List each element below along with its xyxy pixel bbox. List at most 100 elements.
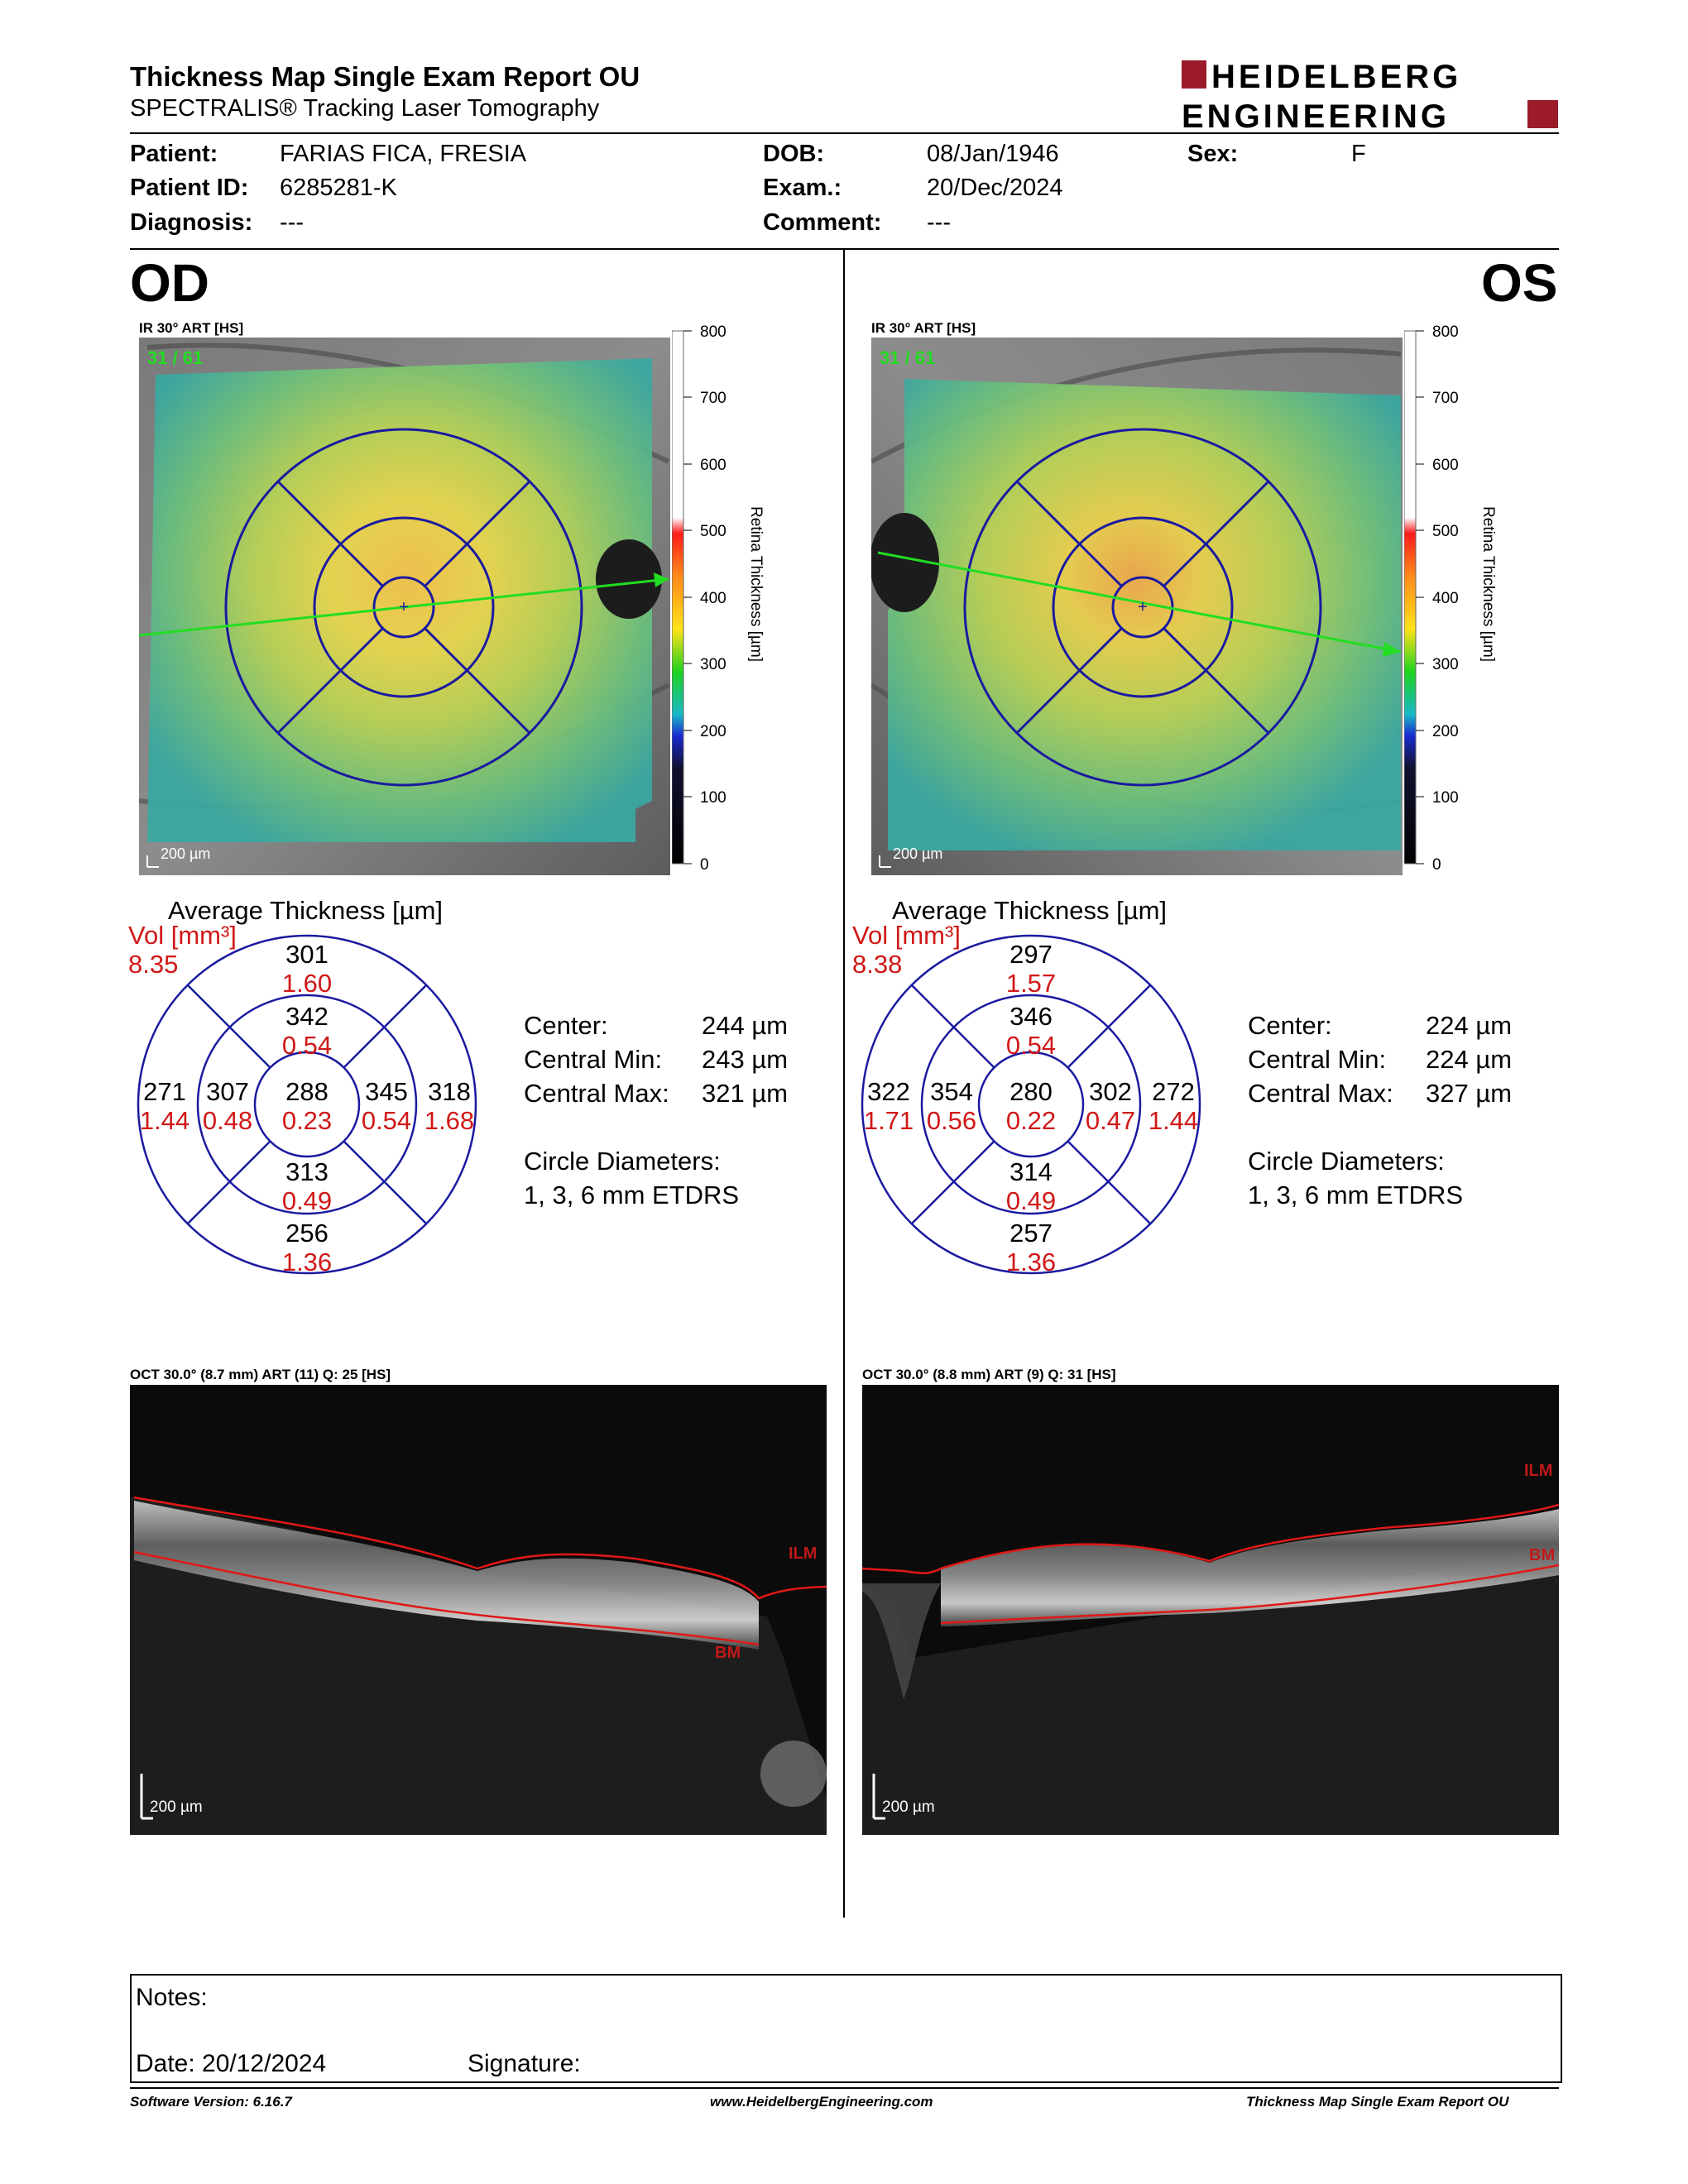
os-center-value: 224 µm [1426,1011,1513,1040]
od-heading: OD [130,253,209,313]
od-outer-left-volume: 1.44 [140,1106,189,1135]
od-circle-diameters-label: Circle Diameters: [524,1147,721,1176]
os-avg-title: Average Thickness [µm] [892,896,1168,925]
od-center-label: Center: [524,1011,608,1040]
os-color-scale: 800 700 600 500 400 300 200 100 0 Retina… [1404,324,1497,874]
od-outer-left-thickness: 271 [143,1077,186,1106]
os-scale-bar: 200 µm [893,845,942,862]
os-oct-label: OCT 30.0° (8.8 mm) ART (9) Q: 31 [HS] [862,1367,1116,1382]
patient-id-label: Patient ID: [130,175,249,201]
scale-tick-100: 100 [700,789,727,807]
od-outer-sup-thickness: 301 [285,940,328,969]
os-central-max-label: Central Max: [1248,1079,1393,1108]
od-circle-diameters-value: 1, 3, 6 mm ETDRS [524,1181,740,1209]
os-center-volume: 0.22 [1006,1106,1056,1135]
footer-website: www.HeidelbergEngineering.com [710,2094,933,2110]
exam-label: Exam.: [763,175,842,201]
svg-text:+: + [1138,598,1148,616]
os-inner-left-thickness: 354 [930,1077,973,1106]
od-outer-inf-volume: 1.36 [282,1248,332,1276]
scale-tick-800: 800 [700,324,727,341]
od-bm-label: BM [715,1644,741,1662]
patient-name: FARIAS FICA, FRESIA [280,141,527,167]
sex-label: Sex: [1187,141,1239,167]
os-bm-label: BM [1529,1546,1555,1564]
od-center-volume: 0.23 [282,1106,332,1135]
patient-id-value: 6285281-K [280,175,397,201]
comment-label: Comment: [763,209,882,236]
od-center-thickness: 288 [285,1077,328,1106]
svg-text:HEIDELBERG: HEIDELBERG [1211,59,1461,95]
heidelberg-logo: HEIDELBERG ENGINEERING [1182,59,1558,132]
diagnosis-label: Diagnosis: [130,209,253,236]
od-optic-disc [596,539,662,619]
notes-label: Notes: [136,1984,208,2011]
svg-text:ENGINEERING: ENGINEERING [1182,98,1450,132]
os-inner-right-thickness: 302 [1089,1077,1132,1106]
os-outer-inf-volume: 1.36 [1006,1248,1056,1276]
os-central-min-value: 224 µm [1426,1045,1513,1074]
os-outer-right-volume: 1.44 [1149,1106,1198,1135]
os-optic-disc [871,513,939,612]
exam-value: 20/Dec/2024 [927,175,1063,201]
od-central-max-value: 321 µm [702,1079,789,1108]
od-central-min-label: Central Min: [524,1045,663,1074]
od-vol-value: 8.35 [128,950,179,979]
scale-tick-400: 400 [1432,590,1459,607]
od-outer-right-thickness: 318 [428,1077,471,1106]
header-rule-bottom [130,248,1559,250]
os-outer-inf-thickness: 257 [1009,1219,1053,1248]
od-central-min-value: 243 µm [702,1045,789,1074]
sex-value: F [1351,141,1366,167]
os-inner-sup-thickness: 346 [1009,1002,1053,1031]
scale-tick-500: 500 [1432,523,1459,540]
os-central-min-label: Central Min: [1248,1045,1387,1074]
os-inner-left-volume: 0.56 [927,1106,976,1135]
scale-tick-600: 600 [700,457,727,474]
os-vol-label: Vol [mm³] [852,921,961,950]
scale-tick-800: 800 [1432,324,1459,341]
os-etdrs-chart: 297 1.57 346 0.54 322 1.71 354 0.56 280 … [861,934,1201,1276]
os-inner-right-volume: 0.47 [1086,1106,1135,1135]
os-oct-bscan: ILM BM 200 µm [862,1385,1559,1835]
os-outer-sup-volume: 1.57 [1006,969,1056,998]
os-inner-inf-thickness: 314 [1009,1157,1053,1186]
scale-tick-200: 200 [700,723,727,740]
od-oct-label: OCT 30.0° (8.7 mm) ART (11) Q: 25 [HS] [130,1367,391,1382]
od-scale-bar: 200 µm [161,845,210,862]
od-inner-right-volume: 0.54 [362,1106,411,1135]
od-inner-left-thickness: 307 [206,1077,249,1106]
os-center-label: Center: [1248,1011,1332,1040]
od-oct-bscan: ILM BM 200 µm [130,1385,827,1835]
patient-label: Patient: [130,141,218,167]
footer-rule [130,2087,1559,2089]
dob-label: DOB: [763,141,825,167]
os-circle-diameters-label: Circle Diameters: [1248,1147,1445,1176]
scale-tick-0: 0 [1432,856,1441,874]
eye-separator [843,250,845,1918]
od-avg-title: Average Thickness [µm] [168,896,444,925]
scale-label: Retina Thickness [µm] [747,506,765,662]
scale-tick-300: 300 [700,656,727,673]
od-ir-label: IR 30° ART [HS] [139,320,244,336]
footer-software-version: Software Version: 6.16.7 [130,2094,292,2110]
footer-report-name: Thickness Map Single Exam Report OU [1246,2094,1509,2110]
od-center-value: 244 µm [702,1011,789,1040]
od-etdrs-grid [224,428,583,787]
os-vol-value: 8.38 [852,950,903,979]
od-inner-inf-thickness: 313 [285,1157,328,1186]
os-oct-scale-bar: 200 µm [882,1798,935,1816]
svg-text:+: + [399,598,409,616]
od-etdrs-chart: 301 1.60 342 0.54 271 1.44 307 0.48 288 … [137,934,477,1276]
os-outer-left-volume: 1.71 [864,1106,914,1135]
scale-tick-200: 200 [1432,723,1459,740]
dob-value: 08/Jan/1946 [927,141,1059,167]
od-ilm-line [133,1496,827,1600]
os-outer-left-thickness: 322 [867,1077,910,1106]
os-thickness-map: + 31 / 61 200 µm [871,338,1403,875]
date-label: Date: 20/12/2024 [136,2050,327,2077]
os-outer-sup-thickness: 297 [1009,940,1053,969]
signature-label: Signature: [468,2050,581,2077]
report-subtitle: SPECTRALIS® Tracking Laser Tomography [130,95,600,122]
os-ilm-line [862,1503,1559,1574]
